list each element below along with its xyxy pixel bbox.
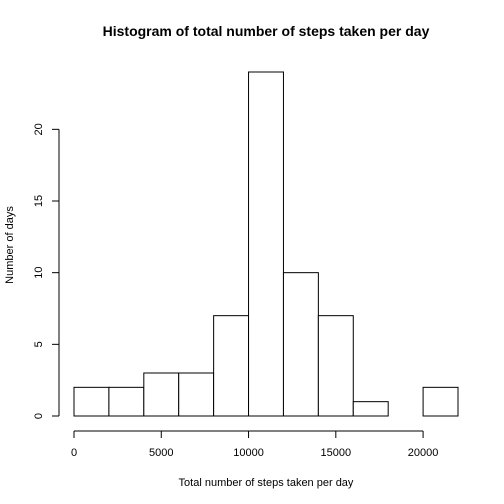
y-axis-label: Number of days xyxy=(4,206,16,284)
x-tick-label: 0 xyxy=(71,447,77,459)
histogram-bar-3 xyxy=(178,372,215,417)
y-tick-label: 10 xyxy=(33,267,45,279)
histogram-bar-5 xyxy=(248,71,284,417)
histogram-bar-1 xyxy=(108,386,145,417)
x-tick-label: 15000 xyxy=(321,447,352,459)
histogram-bar-0 xyxy=(73,386,110,417)
x-axis-label: Total number of steps taken per day xyxy=(179,477,354,489)
histogram-bars xyxy=(73,71,459,417)
y-tick-label: 0 xyxy=(33,413,45,419)
histogram-bar-7 xyxy=(317,315,354,417)
x-tick-label: 5000 xyxy=(149,447,173,459)
x-tick-label: 10000 xyxy=(233,447,264,459)
histogram-bar-4 xyxy=(213,315,250,417)
y-tick-label: 20 xyxy=(33,123,45,135)
y-axis: 0 5 10 15 20 xyxy=(33,123,60,419)
histogram-bar-6 xyxy=(282,272,319,417)
y-tick-label: 5 xyxy=(33,341,45,347)
histogram-bar-10 xyxy=(422,386,459,417)
histogram-bar-8 xyxy=(352,401,389,417)
histogram-bar-2 xyxy=(143,372,180,417)
y-tick-label: 15 xyxy=(33,195,45,207)
chart-title: Histogram of total number of steps taken… xyxy=(103,23,430,39)
x-axis: 0 5000 10000 15000 20000 xyxy=(71,430,439,459)
x-tick-label: 20000 xyxy=(408,447,439,459)
